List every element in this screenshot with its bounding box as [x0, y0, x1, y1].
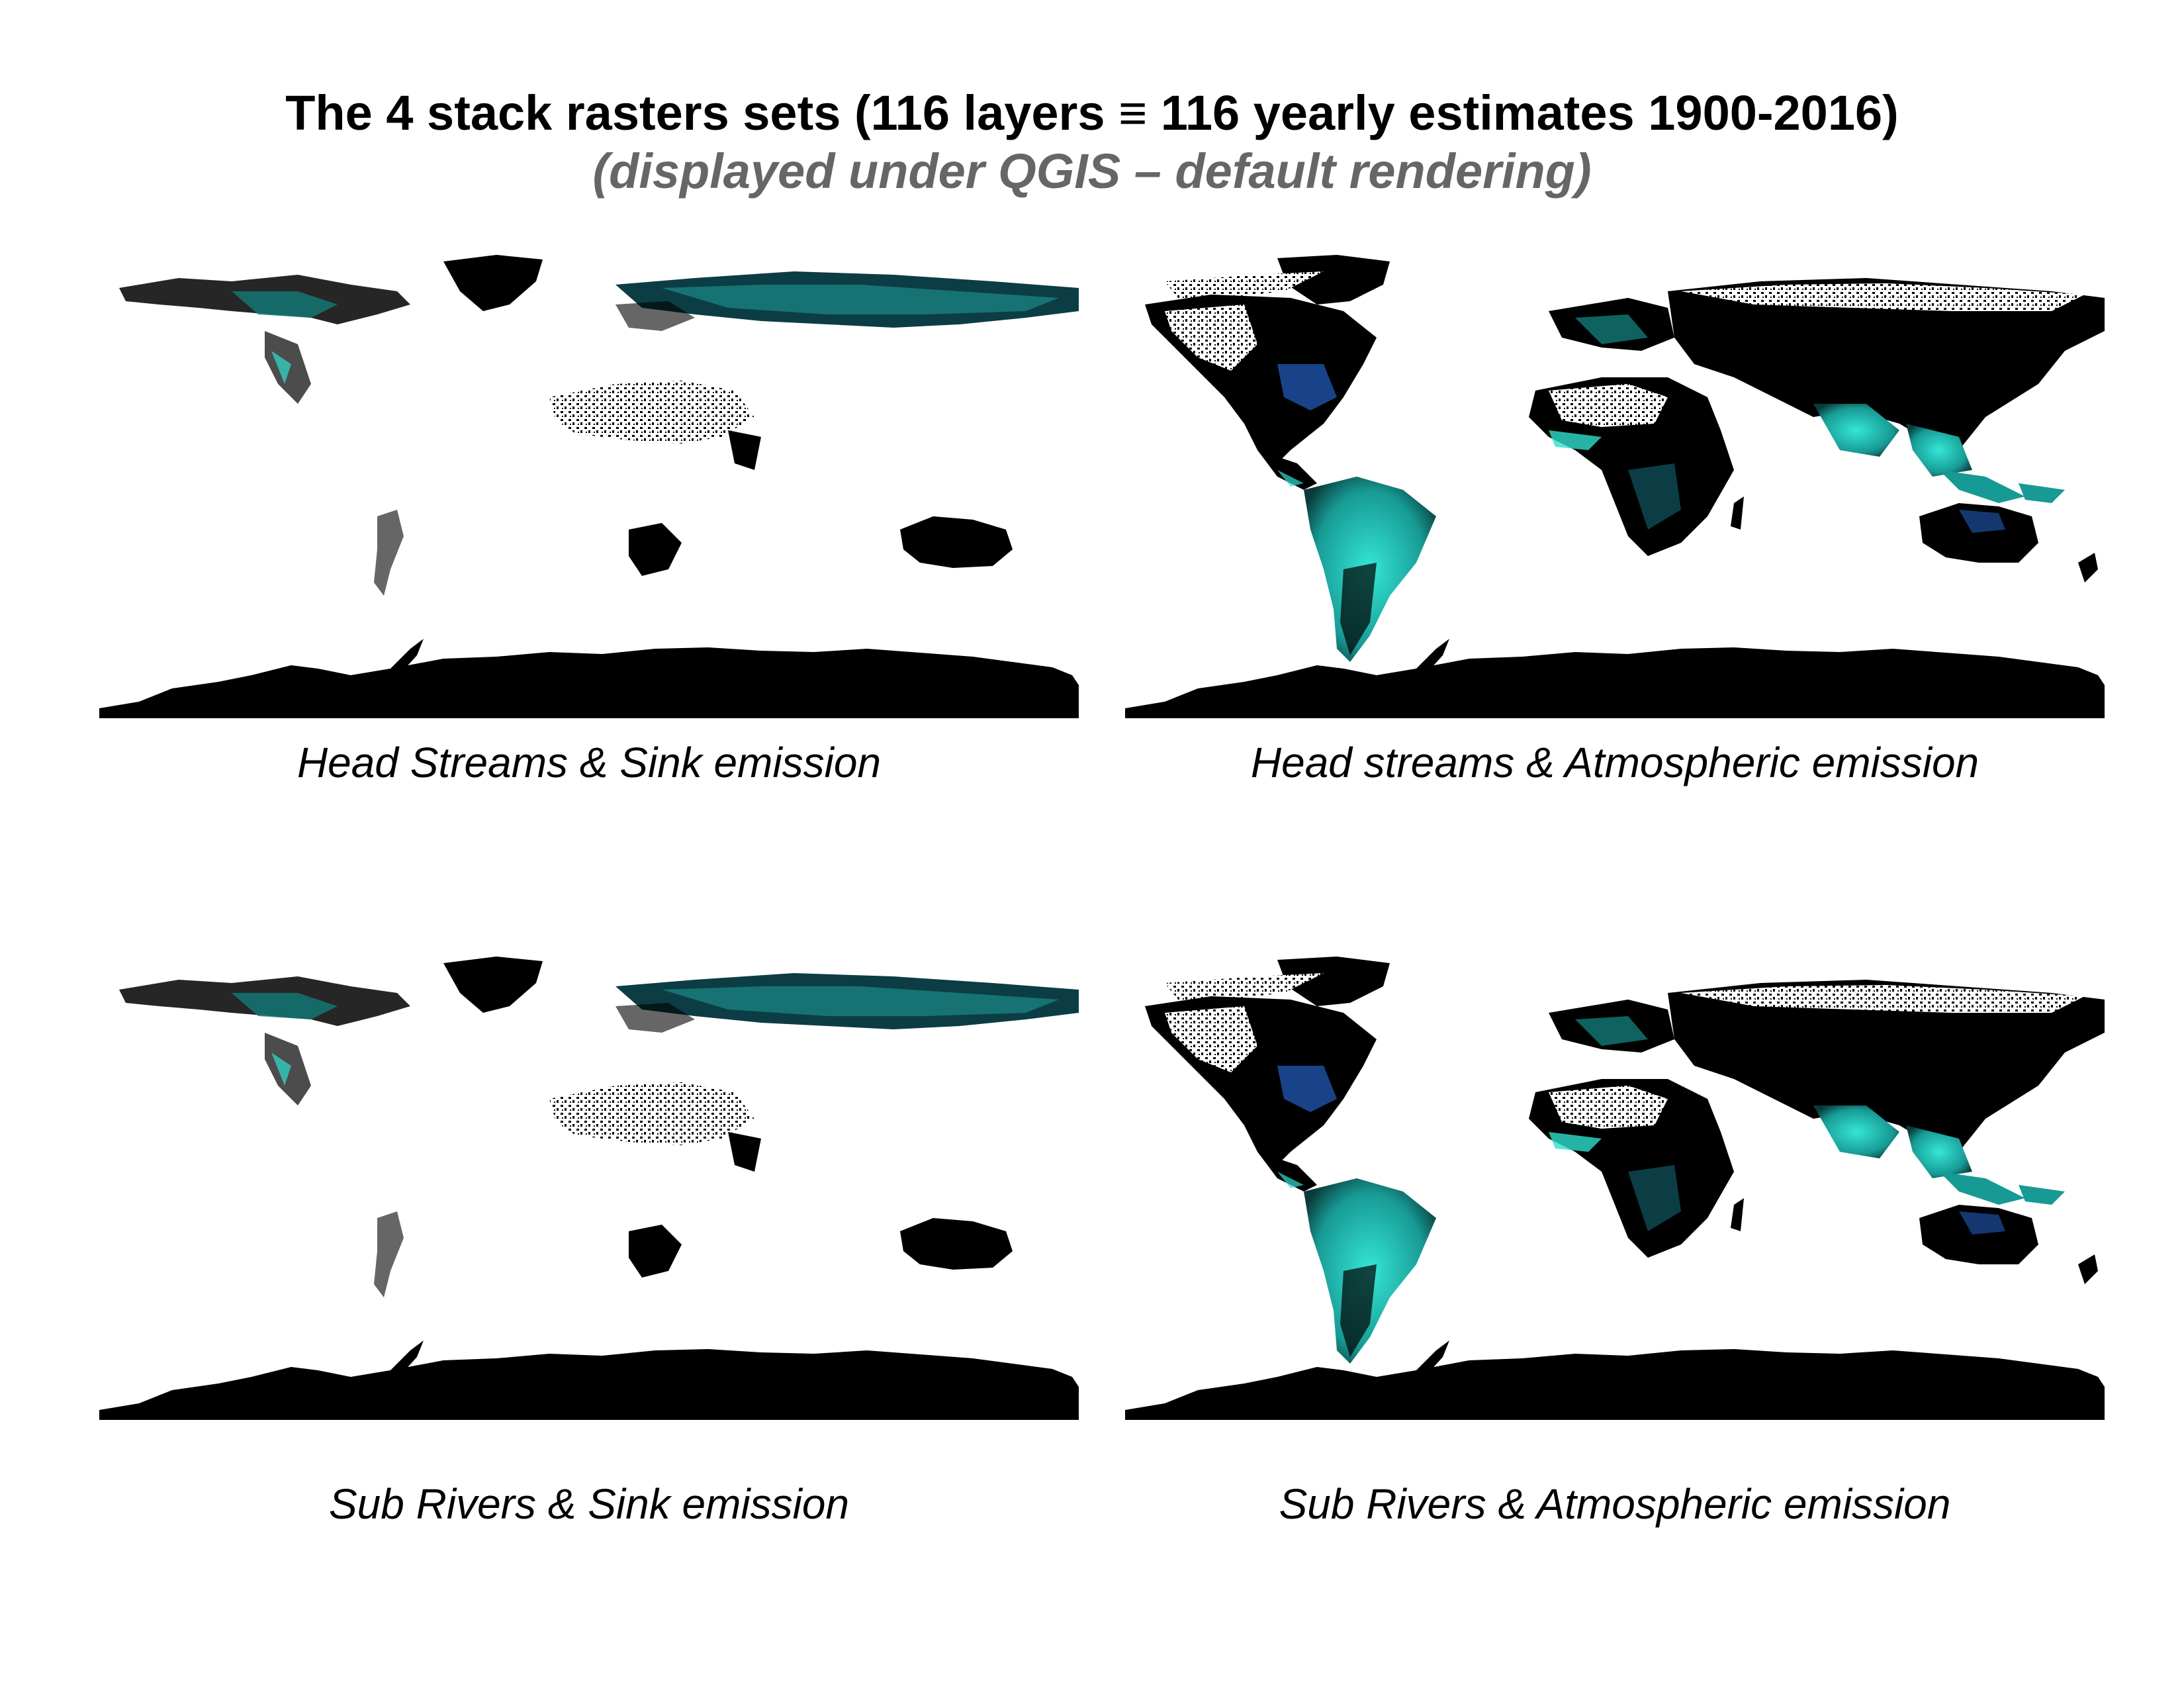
caption-sub-sink: Sub Rivers & Sink emission [328, 1480, 850, 1528]
map-panel-head-atmo [1125, 252, 2105, 728]
caption-head-atmo: Head streams & Atmospheric emission [1250, 739, 1979, 786]
page-subtitle: (displayed under QGIS – default renderin… [592, 144, 1592, 199]
world-map-sub-atmo [1125, 953, 2105, 1430]
caption-head-sink: Head Streams & Sink emission [296, 739, 882, 786]
map-panel-sub-atmo [1125, 953, 2105, 1430]
caption-sub-atmo: Sub Rivers & Atmospheric emission [1279, 1480, 1951, 1528]
page-title: The 4 stack rasters sets (116 layers ≡ 1… [285, 85, 1899, 140]
world-map-head-atmo [1125, 252, 2105, 728]
map-panel-head-sink [99, 252, 1079, 728]
world-map-sub-sink [99, 953, 1079, 1430]
map-panel-sub-sink [99, 953, 1079, 1430]
world-map-head-sink [99, 252, 1079, 728]
